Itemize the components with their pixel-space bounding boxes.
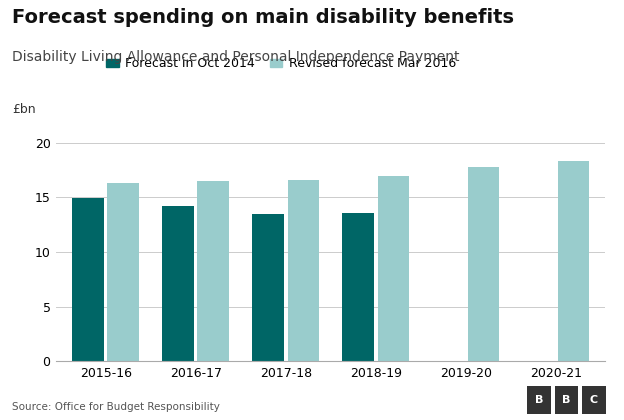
- Bar: [107, 183, 139, 361]
- Bar: [288, 180, 319, 361]
- Bar: [252, 214, 284, 361]
- Text: £bn: £bn: [12, 103, 36, 116]
- Bar: [378, 176, 409, 361]
- Text: Forecast spending on main disability benefits: Forecast spending on main disability ben…: [12, 8, 514, 27]
- Bar: [197, 181, 229, 361]
- Text: B: B: [562, 395, 571, 405]
- Bar: [343, 213, 374, 361]
- Text: C: C: [590, 395, 598, 405]
- Legend: Forecast in Oct 2014, Revised forecast Mar 2016: Forecast in Oct 2014, Revised forecast M…: [106, 57, 456, 70]
- Bar: [162, 206, 194, 361]
- Bar: [72, 199, 104, 361]
- Text: B: B: [535, 395, 544, 405]
- Text: Source: Office for Budget Responsibility: Source: Office for Budget Responsibility: [12, 402, 220, 412]
- Bar: [558, 161, 589, 361]
- Bar: [467, 167, 499, 361]
- Text: Disability Living Allowance and Personal Independence Payment: Disability Living Allowance and Personal…: [12, 50, 460, 64]
